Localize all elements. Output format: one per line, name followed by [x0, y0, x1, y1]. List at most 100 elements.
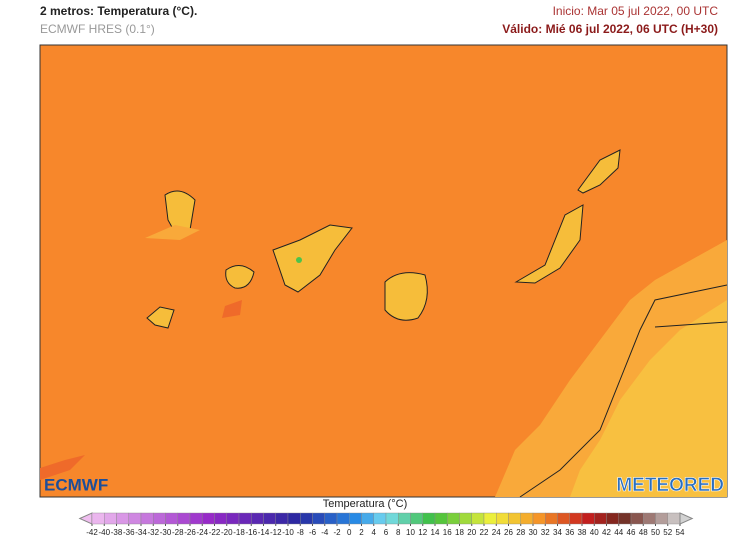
tick-label: -10: [282, 528, 294, 537]
cool-spot: [222, 300, 242, 318]
colorbar-cell: [520, 512, 534, 525]
tick-label: 16: [443, 528, 452, 537]
teide: [296, 257, 302, 263]
colorbar-cell: [618, 512, 632, 525]
tick-label: -24: [196, 528, 208, 537]
tick-label: -8: [297, 528, 305, 537]
colorbar-cell: [116, 512, 129, 525]
colorbar-cell: [189, 512, 203, 525]
colorbar-cell: [177, 512, 191, 525]
tick-label: -30: [160, 528, 172, 537]
tick-label: -38: [111, 528, 123, 537]
colorbar-cell: [361, 512, 374, 525]
tick-label: 18: [455, 528, 464, 537]
tick-label: 36: [565, 528, 574, 537]
tick-label: -20: [221, 528, 233, 537]
hot-zone: [570, 300, 727, 497]
colorbar-cell: [569, 512, 583, 525]
tick-label: 0: [347, 528, 352, 537]
tick-label: 30: [529, 528, 538, 537]
tenerife: [272, 224, 353, 293]
tick-label: 2: [359, 528, 364, 537]
colorbar-cell: [581, 512, 595, 525]
colorbar-cell: [202, 512, 215, 525]
tick-label: -26: [184, 528, 196, 537]
lanzarote: [577, 149, 621, 194]
colorbar: -42 -40 -38 -36 -34 -32 -30 -28 -26 -24 -22 -20 -18-…: [78, 512, 694, 537]
tick-label: -14: [258, 528, 270, 537]
colorbar-cell: [226, 512, 240, 525]
tick-label: -34: [135, 528, 147, 537]
colorbar-cell: [300, 512, 313, 525]
tick-label: -12: [270, 528, 282, 537]
colorbar-cell: [287, 512, 301, 525]
tick-label: 54: [676, 528, 685, 537]
colorbar-cell: [557, 512, 570, 525]
colorbar-cell: [251, 512, 264, 525]
colorbar-cell: [312, 512, 325, 525]
halo: [145, 225, 200, 240]
colorbar-cell: [667, 512, 681, 525]
tick-label: 26: [504, 528, 513, 537]
colorbar-cell: [91, 512, 105, 525]
valid-time: Válido: Mié 06 jul 2022, 06 UTC (H+30): [502, 22, 718, 36]
colorbar-cell: [165, 512, 178, 525]
colorbar-cell: [643, 512, 656, 525]
tick-label: -36: [123, 528, 135, 537]
colorbar-cell: [373, 512, 387, 525]
tick-label: 46: [627, 528, 636, 537]
colorbar-cell: [214, 512, 227, 525]
tick-label: 34: [553, 528, 562, 537]
tick-label: -28: [172, 528, 184, 537]
colorbar-cell: [496, 512, 509, 525]
tick-label: 50: [651, 528, 660, 537]
tick-label: -40: [98, 528, 110, 537]
tick-label: -4: [321, 528, 329, 537]
tick-label: 52: [663, 528, 672, 537]
colorbar-cell: [532, 512, 546, 525]
tick-label: 12: [418, 528, 427, 537]
init-time: Inicio: Mar 05 jul 2022, 00 UTC: [553, 4, 719, 18]
coastline: [519, 284, 728, 498]
fuerteventura: [514, 204, 584, 284]
colorbar-cell: [594, 512, 607, 525]
tick-label: 8: [396, 528, 401, 537]
tick-label: 32: [541, 528, 550, 537]
colorbar-cell: [630, 512, 644, 525]
colorbar-cell: [508, 512, 521, 525]
title: 2 metros: Temperatura (°C).: [40, 4, 197, 18]
colorbar-cell: [324, 512, 338, 525]
colorbar-cell: [140, 512, 154, 525]
legend-title: Temperatura (°C): [323, 498, 407, 510]
cool-spot: [40, 455, 85, 480]
tick-label: 22: [480, 528, 489, 537]
colorbar-end: [78, 512, 93, 525]
tick-label: -16: [245, 528, 257, 537]
colorbar-cell: [410, 512, 423, 525]
tick-label: 42: [602, 528, 611, 537]
colorbar-end: [679, 512, 694, 525]
colorbar-cell: [349, 512, 362, 525]
tick-label: 20: [467, 528, 476, 537]
tick-label: 48: [639, 528, 648, 537]
colorbar-cell: [238, 512, 252, 525]
colorbar-cell: [606, 512, 619, 525]
colorbar-cell: [104, 512, 117, 525]
colorbar-cell: [483, 512, 497, 525]
model: ECMWF HRES (0.1°): [40, 22, 155, 36]
tick-label: -42: [86, 528, 98, 537]
map: ECMWF METEORED: [39, 44, 728, 498]
tick-label: -6: [309, 528, 317, 537]
colorbar-cell: [471, 512, 485, 525]
tick-label: 44: [614, 528, 623, 537]
colorbar-cell: [545, 512, 558, 525]
tick-label: 6: [384, 528, 389, 537]
colorbar-cell: [434, 512, 448, 525]
colorbar-cell: [655, 512, 668, 525]
tick-label: -32: [147, 528, 159, 537]
tick-label: 40: [590, 528, 599, 537]
colorbar-cell: [459, 512, 472, 525]
colorbar-cell: [153, 512, 166, 525]
tick-label: 28: [516, 528, 525, 537]
